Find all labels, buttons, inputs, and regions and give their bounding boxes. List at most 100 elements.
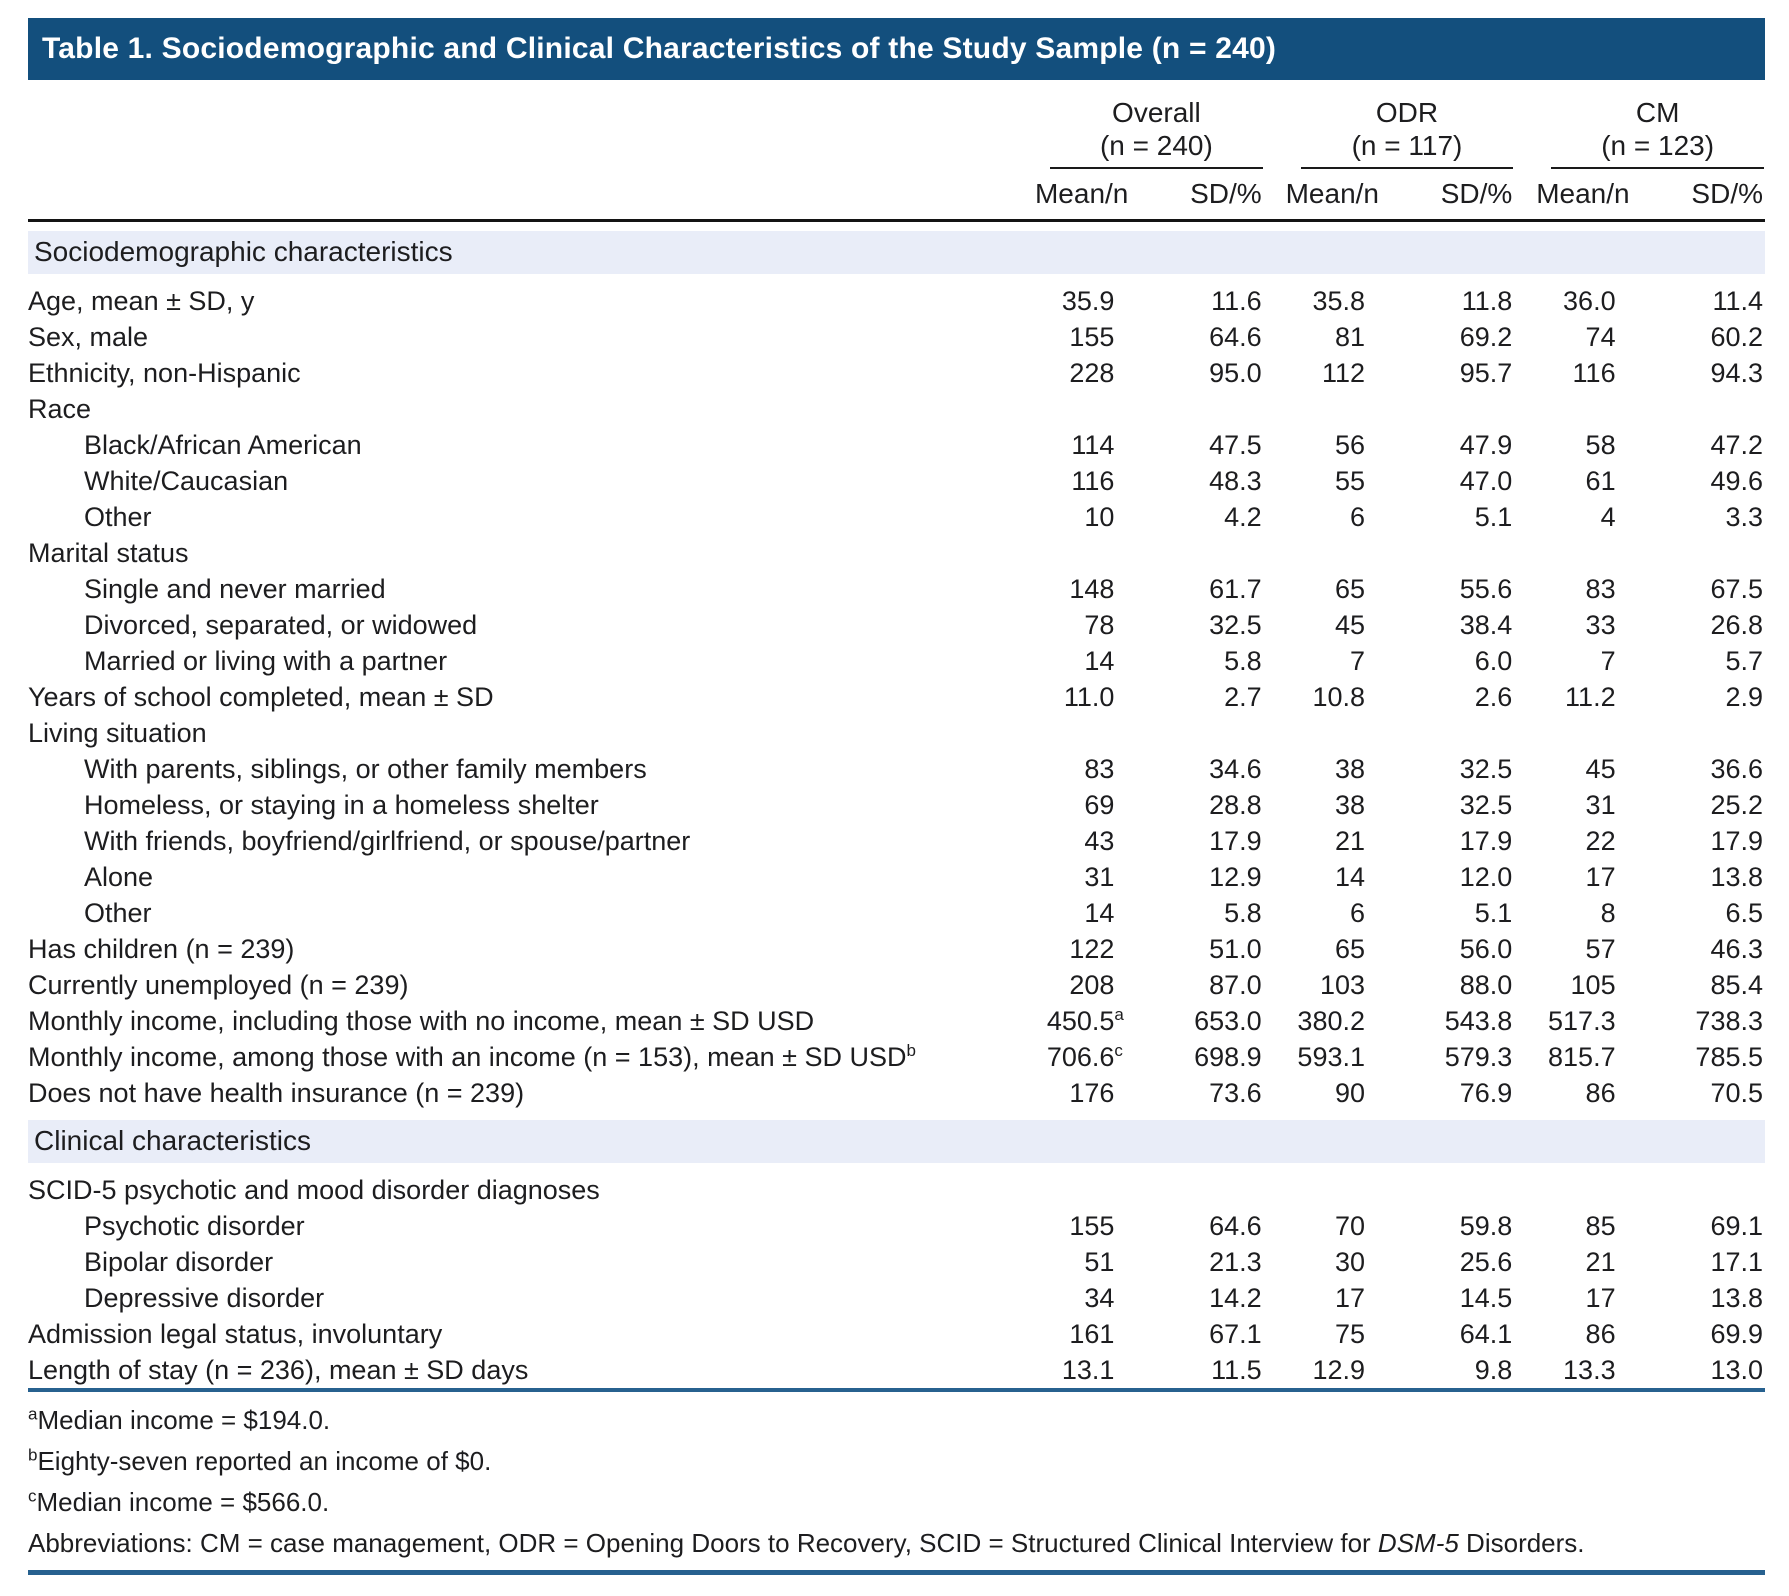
value-cell-mean (1514, 1172, 1639, 1208)
section-header-cell: Clinical characteristics (28, 1111, 1765, 1172)
value-cell-mean: 7 (1349, 646, 1365, 676)
value-cell-mean (1264, 391, 1389, 427)
value-cell-mean: 10.8 (1312, 682, 1365, 712)
value-cell-mean: 21 (1585, 1247, 1616, 1277)
value-cell-sd: 6.0 (1474, 646, 1513, 676)
footnote-marker: b (28, 1445, 38, 1465)
value-cell-mean (1514, 535, 1639, 571)
value-cell-mean: 75 (1334, 1319, 1365, 1349)
table-body: Sociodemographic characteristics Age, mea… (28, 221, 1765, 1389)
value-cell-mean: 450.5a (1046, 1005, 1124, 1036)
table-row: Black/African American 114 47.5 56 47.9 58 47.… (28, 427, 1765, 463)
value-cell-mean: 70 (1334, 1211, 1365, 1241)
footnote-marker: c (28, 1486, 37, 1506)
value-cell-mean: 4 (1600, 502, 1616, 532)
value-cell-mean: 56 (1334, 430, 1365, 460)
row-label-subheader (28, 170, 1014, 222)
table-row: Length of stay (n = 236), mean ± SD days… (28, 1352, 1765, 1388)
table-row: Single and never married 148 61.7 65 55.6 83 6… (28, 571, 1765, 607)
row-label: Homeless, or staying in a homeless shelt… (84, 790, 599, 820)
group-n: (n = 117) (1351, 130, 1463, 161)
group-name: Overall (1112, 97, 1201, 128)
value-cell-sd: 25.2 (1710, 790, 1763, 820)
table-row: Has children (n = 239) 122 51.0 65 56.0 57 46.… (28, 931, 1765, 967)
value-cell-sd: 67.5 (1710, 574, 1763, 604)
value-cell-sd (1389, 535, 1514, 571)
value-cell-mean (1013, 391, 1138, 427)
value-cell-mean: 11.2 (1565, 682, 1616, 712)
table-row: Other 14 5.8 6 5.1 8 6.5 (28, 895, 1765, 931)
value-cell-sd: 13.8 (1710, 862, 1763, 892)
value-cell-sd: 17.9 (1209, 826, 1262, 856)
value-cell-sd: 14.5 (1459, 1283, 1513, 1313)
value-cell-sd: 17.9 (1710, 826, 1763, 856)
value-cell-sd: 5.7 (1725, 646, 1763, 676)
row-label: Married or living with a partner (84, 646, 448, 676)
value-cell-mean: 815.7 (1548, 1042, 1616, 1072)
value-cell-mean: 11.0 (1063, 682, 1115, 712)
column-group-cm-label: CM (n = 123) (1551, 96, 1764, 169)
value-cell-sd: 34.6 (1209, 754, 1262, 784)
subheader-cm-mean: Mean/n (1514, 170, 1640, 222)
table-row: Other 10 4.2 6 5.1 4 3.3 (28, 499, 1765, 535)
value-cell-sd (1640, 535, 1765, 571)
section-header-band: Sociodemographic characteristics (28, 231, 1765, 274)
row-label: Black/African American (84, 430, 362, 460)
table-row: Admission legal status, involuntary 161 67… (28, 1316, 1765, 1352)
value-cell-mean: 33 (1585, 610, 1616, 640)
value-cell-sd: 38.4 (1459, 610, 1513, 640)
row-label: Age, mean ± SD, y (28, 286, 255, 316)
value-cell-mean: 706.6c (1046, 1041, 1123, 1072)
value-cell-sd: 13.0 (1710, 1355, 1763, 1385)
footnote-text: Median income = $194.0. (37, 1405, 331, 1435)
value-cell-mean: 31 (1585, 790, 1616, 820)
value-cell-sd: 47.0 (1459, 466, 1513, 496)
value-cell-mean: 17 (1334, 1283, 1365, 1313)
value-cell-mean: 17 (1585, 1283, 1616, 1313)
table-row: Monthly income, among those with an inco… (28, 1039, 1765, 1075)
table-title: Table 1. Sociodemographic and Clinical C… (42, 32, 1277, 65)
value-cell-sd: 698.9 (1194, 1042, 1262, 1072)
table-bottom-rule (28, 1570, 1765, 1575)
table-row: White/Caucasian 116 48.3 55 47.0 61 49.6 (28, 463, 1765, 499)
row-label: Single and never married (84, 574, 386, 604)
table-row: SCID-5 psychotic and mood disorder diagn… (28, 1172, 1765, 1208)
value-cell-sd: 55.6 (1459, 574, 1513, 604)
row-label: Marital status (28, 538, 189, 568)
section-header-row: Sociodemographic characteristics (28, 221, 1765, 284)
value-cell-sd: 4.2 (1224, 502, 1262, 532)
value-cell-sd: 32.5 (1459, 790, 1513, 820)
row-label-header (28, 82, 1013, 170)
value-cell-mean (1264, 1172, 1389, 1208)
subheader-odr-mean: Mean/n (1263, 170, 1389, 222)
value-cell-sd: 28.8 (1209, 790, 1262, 820)
row-label: Ethnicity, non-Hispanic (28, 358, 301, 388)
value-cell-sd: 69.9 (1710, 1319, 1763, 1349)
row-label: Alone (84, 862, 154, 892)
column-group-row: Overall (n = 240) ODR (n = 117) CM (n = … (28, 82, 1765, 170)
characteristics-table: Overall (n = 240) ODR (n = 117) CM (n = … (28, 82, 1765, 1388)
value-cell-sd: 2.6 (1474, 682, 1513, 712)
table-row: Ethnicity, non-Hispanic 228 95.0 112 95.7 116… (28, 355, 1765, 391)
value-cell-sd: 5.8 (1224, 898, 1262, 928)
group-n: (n = 123) (1601, 130, 1715, 161)
section-header-cell: Sociodemographic characteristics (28, 221, 1765, 284)
table-row: Divorced, separated, or widowed 78 32.5 45 3… (28, 607, 1765, 643)
row-label: SCID-5 psychotic and mood disorder diagn… (28, 1175, 600, 1205)
section-header-row: Clinical characteristics (28, 1111, 1765, 1172)
value-cell-sd: 25.6 (1459, 1247, 1513, 1277)
footnote-marker: b (906, 1041, 916, 1060)
value-cell-sd (1389, 391, 1514, 427)
value-cell-mean: 103 (1319, 970, 1365, 1000)
table-row: Years of school completed, mean ± SD 11.0… (28, 679, 1765, 715)
value-cell-sd: 69.1 (1710, 1211, 1763, 1241)
value-cell-sd (1640, 1172, 1765, 1208)
table-row: With parents, siblings, or other family … (28, 751, 1765, 787)
value-cell-sd: 94.3 (1710, 358, 1763, 388)
value-cell-mean: 155 (1069, 1211, 1115, 1241)
value-cell-sd: 11.6 (1211, 286, 1262, 316)
value-cell-mean: 161 (1069, 1319, 1115, 1349)
value-cell-sd: 32.5 (1459, 754, 1513, 784)
row-label: Other (84, 898, 152, 928)
